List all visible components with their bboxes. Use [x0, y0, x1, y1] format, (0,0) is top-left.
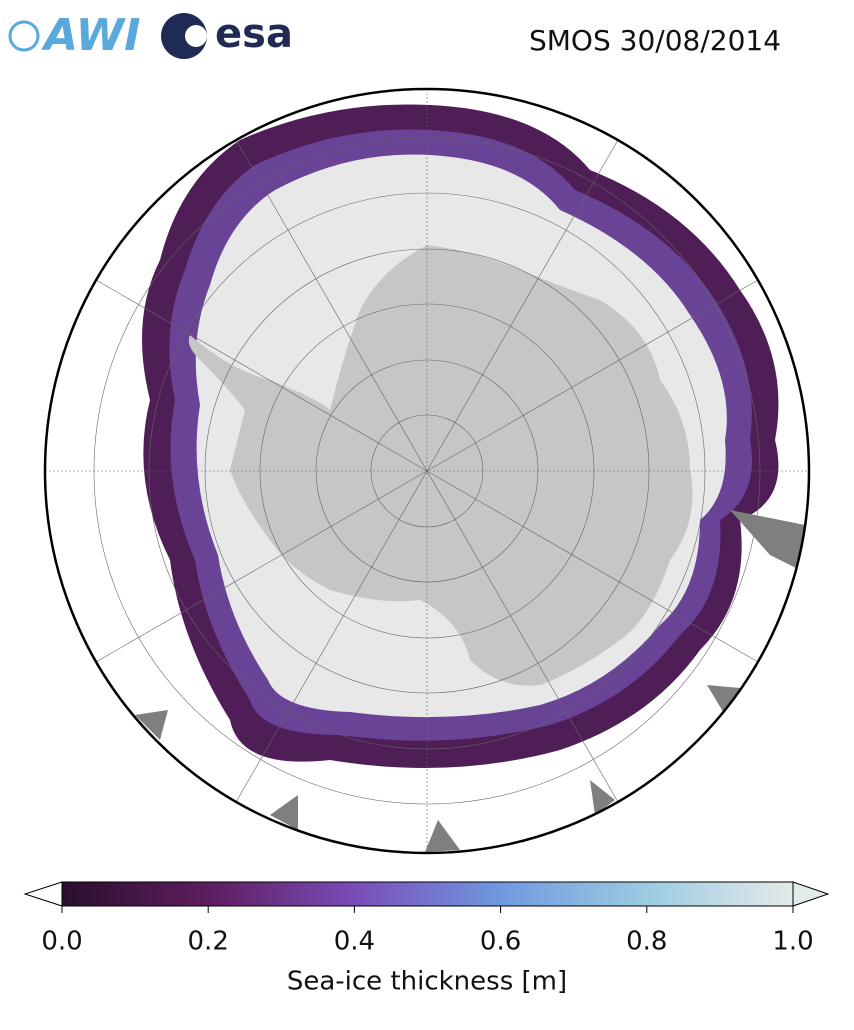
tick-label: 0.8 — [626, 927, 667, 957]
colorbar-extend-low — [23, 881, 63, 907]
logo-text: AWI — [41, 10, 141, 61]
tick-label: 0.2 — [188, 927, 229, 957]
map — [45, 89, 809, 853]
map-boundary — [43, 87, 811, 855]
missing-data — [135, 510, 805, 852]
graticule — [45, 89, 809, 853]
tick-label: 0.0 — [41, 927, 82, 957]
antarctica — [188, 245, 693, 686]
logo-awi: AWI — [8, 10, 141, 61]
tick-label: 1.0 — [772, 927, 813, 957]
tick-label: 0.6 — [480, 927, 521, 957]
tick-label: 0.4 — [334, 927, 375, 957]
logo-text: esa — [215, 11, 293, 57]
colorbar — [61, 881, 794, 907]
colorbar-ticks: 0.0 0.2 0.4 0.6 0.8 1.0 — [41, 906, 814, 957]
map-title: SMOS 30/08/2014 — [529, 24, 781, 57]
colorbar-label: Sea-ice thickness [m] — [287, 967, 567, 997]
colorbar-extend-high — [792, 881, 830, 907]
logo-esa: esa — [161, 11, 293, 59]
